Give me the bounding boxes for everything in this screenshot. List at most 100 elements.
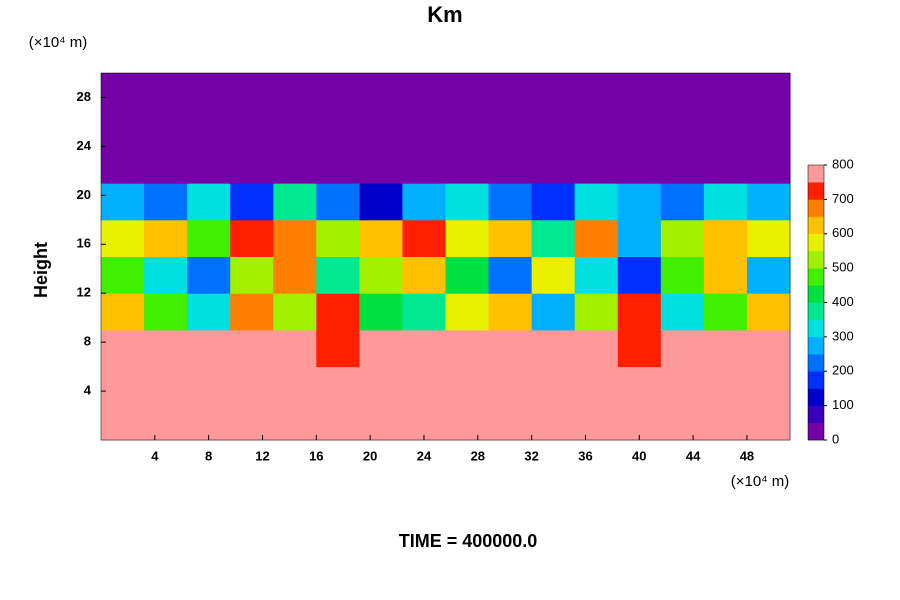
heatmap-cell: [746, 183, 791, 221]
heatmap-cell: [273, 183, 317, 221]
heatmap-cell: [746, 329, 791, 368]
heatmap-cell: [660, 366, 705, 404]
heatmap-cell: [617, 403, 662, 441]
footer: TIME = 400000.0: [399, 531, 538, 551]
x-tick-label: 12: [255, 448, 269, 463]
colorbar-swatch: [808, 354, 824, 372]
heatmap-cell: [531, 73, 576, 111]
heatmap-cell: [359, 329, 403, 368]
colorbar-swatch: [808, 336, 824, 355]
heatmap-cell: [230, 256, 274, 294]
heatmap-cell: [402, 73, 446, 111]
heatmap-cell: [703, 146, 748, 184]
heatmap-cell: [230, 403, 274, 441]
heatmap-cell: [574, 293, 619, 331]
colorbar-tick-label: 300: [832, 328, 854, 343]
y-tick-label: 16: [77, 236, 91, 251]
heatmap-cell: [617, 256, 662, 294]
heatmap-cell: [316, 109, 360, 147]
heatmap-cell: [574, 403, 619, 441]
heatmap-cell: [617, 109, 662, 147]
heatmap-cell: [445, 293, 490, 331]
x-tick-label: 36: [578, 448, 592, 463]
heatmap-cell: [531, 293, 576, 331]
heatmap-cell: [617, 293, 662, 331]
heatmap-cell: [746, 146, 791, 184]
heatmap-cell: [273, 256, 317, 294]
heatmap-cell: [746, 403, 791, 441]
heatmap-cell: [230, 73, 274, 111]
heatmap-cell: [273, 73, 317, 111]
heatmap-cell: [531, 109, 576, 147]
heatmap-cell: [660, 183, 705, 221]
heatmap-cell: [574, 183, 619, 221]
heatmap-cell: [574, 256, 619, 294]
x-tick-label: 4: [151, 448, 159, 463]
heatmap-cell: [273, 219, 317, 257]
heatmap-cell: [402, 219, 446, 257]
y-tick-label: 24: [77, 138, 92, 153]
y-tick-label: 8: [84, 334, 91, 349]
y-tick-label: 12: [77, 285, 91, 300]
heatmap-cell: [445, 73, 490, 111]
heatmap-cell: [273, 109, 317, 147]
heatmap-cell: [488, 73, 533, 111]
chart-title: Km: [427, 2, 462, 27]
heatmap-cell: [359, 146, 403, 184]
heatmap-cell: [402, 146, 446, 184]
heatmap-cell: [187, 109, 231, 147]
heatmap-cell: [488, 109, 533, 147]
heatmap-cell: [316, 146, 360, 184]
heatmap-cell: [617, 183, 662, 221]
heatmap-cell: [101, 256, 145, 294]
heatmap-cell: [531, 146, 576, 184]
heatmap-cell: [445, 109, 490, 147]
x-tick-label: 20: [363, 448, 377, 463]
heatmap-cell: [445, 146, 490, 184]
heatmap-cell: [402, 256, 446, 294]
heatmap-cell: [488, 256, 533, 294]
heatmap-cell: [316, 366, 360, 404]
heatmap-cell: [703, 293, 748, 331]
heatmap-cell: [746, 219, 791, 257]
heatmap-cell: [187, 293, 231, 331]
heatmap-cell: [230, 219, 274, 257]
colorbar-swatch: [808, 371, 824, 389]
heatmap-cell: [703, 109, 748, 147]
heatmap-cell: [316, 256, 360, 294]
heatmap-cell: [617, 329, 662, 368]
colorbar-tick-label: 800: [832, 156, 854, 171]
heatmap-cell: [187, 366, 231, 404]
heatmap-cell: [144, 183, 188, 221]
heatmap-cell: [703, 403, 748, 441]
heatmap-cell: [144, 109, 188, 147]
heatmap-cell: [402, 183, 446, 221]
colorbar-swatch: [808, 182, 824, 200]
heatmap-cell: [316, 403, 360, 441]
heatmap-cell: [144, 403, 188, 441]
heatmap-cell: [574, 329, 619, 368]
heatmap-cell: [703, 73, 748, 111]
heatmap-cell: [230, 183, 274, 221]
heatmap-cell: [660, 146, 705, 184]
heatmap-cell: [230, 366, 274, 404]
heatmap-cell: [359, 403, 403, 441]
heatmap-cell: [101, 403, 145, 441]
heatmap-cell: [101, 146, 145, 184]
heatmap-cell: [574, 146, 619, 184]
colorbar-swatch: [808, 165, 824, 183]
heatmap-cell: [660, 293, 705, 331]
colorbar-swatch: [808, 319, 824, 338]
heatmap-cell: [531, 329, 576, 368]
heatmap-cell: [617, 146, 662, 184]
heatmap-cell: [273, 403, 317, 441]
heatmap-cell: [488, 329, 533, 368]
heatmap-cell: [660, 403, 705, 441]
x-tick-label: 48: [740, 448, 754, 463]
heatmap-cell: [230, 329, 274, 368]
heatmap-cell: [101, 109, 145, 147]
heatmap-cell: [488, 293, 533, 331]
heatmap-cell: [230, 109, 274, 147]
heatmap-cell: [359, 73, 403, 111]
heatmap-cell: [488, 366, 533, 404]
